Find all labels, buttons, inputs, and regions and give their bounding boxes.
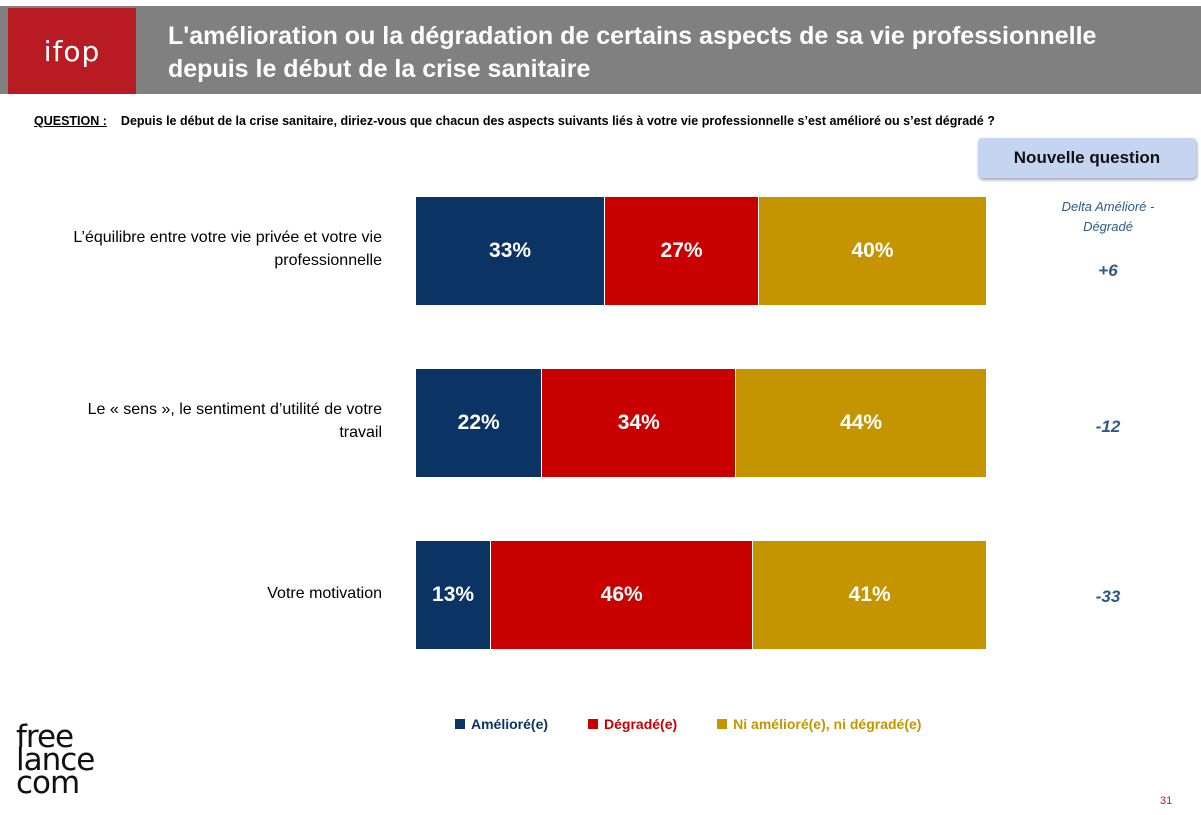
legend-swatch-degrade (588, 719, 599, 729)
delta-header-line-1: Delta Amélioré - (1061, 199, 1155, 214)
bar-row: 22% 34% 44% (416, 369, 986, 477)
page-title: L'amélioration ou la dégradation de cert… (168, 20, 1188, 86)
category-label: L’équilibre entre votre vie privée et vo… (20, 226, 382, 272)
page-title-line-2: depuis le début de la crise sanitaire (168, 55, 591, 83)
header-band (0, 6, 1201, 94)
bar-row: 13% 46% 41% (416, 541, 986, 649)
category-label-line: travail (339, 424, 382, 441)
chart-legend: Amélioré(e) Dégradé(e) Ni amélioré(e), n… (455, 716, 921, 732)
delta-header-line-2: Dégradé (1083, 219, 1133, 234)
data-label: 46% (600, 583, 643, 606)
category-label: Votre motivation (20, 582, 382, 605)
legend-item-ni: Ni amélioré(e), ni dégradé(e) (717, 716, 921, 732)
ifop-logo-text: ifop (43, 34, 101, 68)
bar-segment-ni: 41% (752, 541, 986, 649)
category-label-line: L’équilibre entre votre vie privée et vo… (73, 229, 382, 246)
bar-segment-degrade: 34% (541, 369, 736, 477)
legend-label-ameliore: Amélioré(e) (471, 716, 549, 732)
category-label-line: Le « sens », le sentiment d’utilité de v… (87, 401, 382, 418)
question-text: Depuis le début de la crise sanitaire, d… (120, 114, 995, 128)
legend-swatch-ni (717, 719, 728, 729)
category-label-line: Votre motivation (267, 584, 382, 602)
delta-value: +6 (1098, 261, 1118, 280)
data-label: 33% (489, 239, 532, 262)
page-number: 31 (1160, 795, 1173, 807)
legend-item-ameliore: Amélioré(e) (455, 716, 548, 732)
question-label: QUESTION : (34, 114, 107, 128)
bar-segment-ni: 44% (735, 369, 986, 477)
ifop-logo: ifop (8, 8, 136, 94)
data-label: 22% (457, 411, 500, 434)
brand-line-3: com (16, 765, 80, 801)
bar-segment-ameliore: 13% (416, 541, 491, 649)
brand-line-1: free (16, 719, 74, 755)
bar-segment-degrade: 27% (604, 197, 758, 305)
legend-label-ni: Ni amélioré(e), ni dégradé(e) (733, 716, 922, 732)
freelance-com-logo: free lance com (16, 719, 126, 801)
bar-segment-ni: 40% (757, 197, 986, 305)
data-label: 34% (617, 411, 660, 434)
delta-value: -33 (1095, 587, 1121, 606)
delta-value: -12 (1095, 417, 1121, 436)
bar-row: 33% 27% 40% (416, 197, 986, 305)
new-question-badge: Nouvelle question (978, 138, 1196, 178)
bar-segment-ameliore: 33% (416, 197, 605, 305)
question-line: QUESTION : Depuis le début de la crise sa… (34, 114, 995, 128)
data-label: 44% (840, 411, 883, 434)
delta-header: Delta Amélioré - Dégradé (1038, 197, 1178, 237)
bar-segment-ameliore: 22% (416, 369, 542, 477)
bar-segment-degrade: 46% (490, 541, 753, 649)
legend-swatch-ameliore (455, 719, 465, 729)
data-label: 41% (848, 583, 891, 606)
legend-label-degrade: Dégradé(e) (604, 716, 678, 732)
brand-line-2: lance (16, 742, 95, 778)
category-label: Le « sens », le sentiment d’utilité de v… (20, 398, 382, 444)
data-label: 40% (851, 239, 894, 262)
legend-item-degrade: Dégradé(e) (588, 716, 677, 732)
category-label-line: professionnelle (274, 252, 382, 269)
page-title-line-1: L'amélioration ou la dégradation de cert… (168, 22, 1097, 50)
data-label: 27% (660, 239, 703, 262)
data-label: 13% (432, 583, 475, 606)
